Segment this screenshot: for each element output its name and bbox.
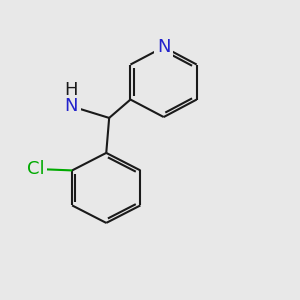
- Text: Cl: Cl: [27, 160, 44, 178]
- Text: N: N: [157, 38, 170, 56]
- Text: N: N: [64, 97, 78, 115]
- Text: H: H: [64, 81, 78, 99]
